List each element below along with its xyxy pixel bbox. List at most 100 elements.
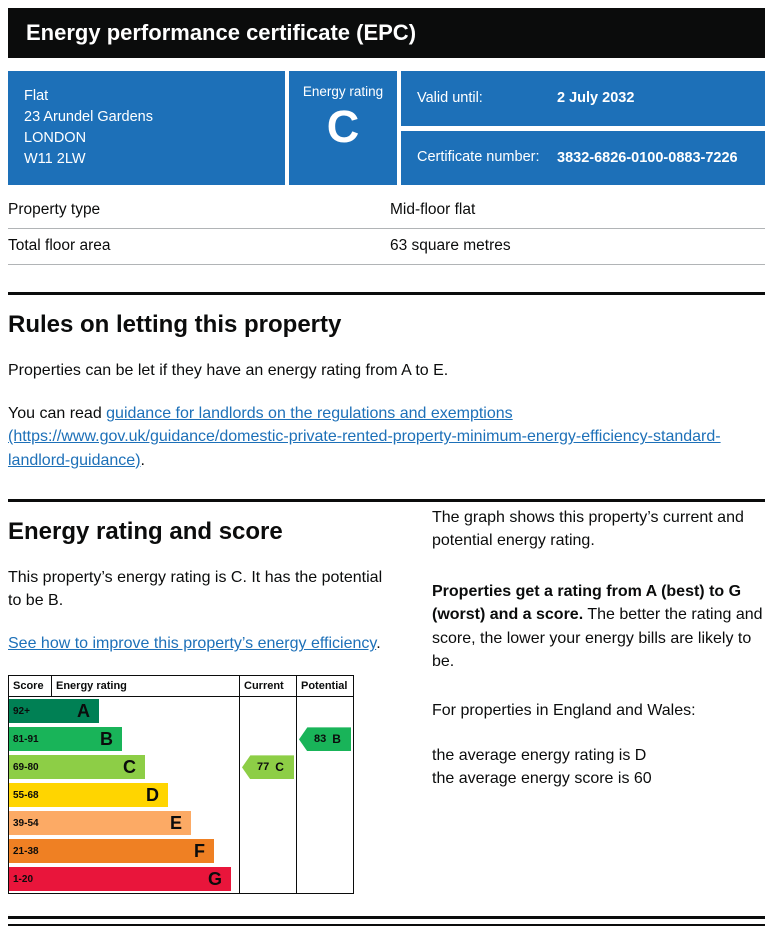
current-cell: 77 C xyxy=(239,753,296,782)
band-letter: A xyxy=(77,701,90,722)
divider-line xyxy=(8,924,765,927)
potential-cell xyxy=(296,753,353,782)
chart-row: 55-68 D xyxy=(9,781,353,810)
guidance-prefix: You can read xyxy=(8,405,107,423)
potential-cell xyxy=(296,809,353,838)
property-type-label: Property type xyxy=(8,201,101,219)
page-title: Energy performance certificate (EPC) xyxy=(8,8,765,58)
improve-paragraph: See how to improve this property’s energ… xyxy=(8,632,398,655)
section-divider xyxy=(8,292,765,296)
certificate-number-row: Certificate number: 3832-6826-0100-0883-… xyxy=(401,130,765,186)
rating-heading: Energy rating and score xyxy=(8,517,283,545)
improve-efficiency-link[interactable]: See how to improve this property’s energ… xyxy=(8,635,377,653)
band-score: 21-38 xyxy=(13,845,39,857)
band-f: 21-38 F xyxy=(9,839,214,864)
band-score: 39-54 xyxy=(13,817,39,829)
rules-paragraph: Properties can be let if they have an en… xyxy=(8,362,449,380)
rating-right-column: The graph shows this property’s current … xyxy=(432,502,765,895)
band-letter: D xyxy=(146,785,159,806)
band-score: 1-20 xyxy=(13,873,34,885)
band-letter: G xyxy=(207,869,222,890)
band-score: 92+ xyxy=(13,705,30,717)
chart-col-potential: Potential xyxy=(296,676,353,697)
chart-header: Score Energy rating Current Potential xyxy=(9,676,353,698)
property-details-table: Property type Mid-floor flat Total floor… xyxy=(8,193,765,266)
band-letter: C xyxy=(123,757,136,778)
current-cell xyxy=(239,809,296,838)
band-c: 69-80 C xyxy=(9,755,145,780)
chart-row: 1-20 G xyxy=(9,865,353,894)
energy-rating-label: Energy rating xyxy=(302,84,384,99)
current-cell xyxy=(239,697,296,726)
property-address: Flat 23 Arundel Gardens LONDON W11 2LW xyxy=(8,71,285,186)
band-score: 81-91 xyxy=(13,733,39,745)
table-row: Property type Mid-floor flat xyxy=(8,193,765,230)
average-score-line: the average energy score is 60 xyxy=(432,770,652,788)
valid-until-label: Valid until: xyxy=(417,89,483,106)
valid-until-row: Valid until: 2 July 2032 xyxy=(401,71,765,126)
improve-suffix: . xyxy=(376,635,381,653)
chart-col-score: Score xyxy=(9,676,52,697)
address-line-4: W11 2LW xyxy=(24,151,86,168)
address-line-3: LONDON xyxy=(24,130,87,147)
rating-intro: This property’s energy rating is C. It h… xyxy=(8,568,383,609)
band-a: 92+ A xyxy=(9,699,99,724)
potential-letter: B xyxy=(332,732,341,747)
graph-explainer: The graph shows this property’s current … xyxy=(432,508,744,549)
chart-row: 69-80 C 77 C xyxy=(9,753,353,782)
divider-line xyxy=(8,916,765,920)
rating-section: Energy rating and score This property’s … xyxy=(8,502,765,895)
floor-area-value: 63 square metres xyxy=(390,237,511,255)
epc-chart: Score Energy rating Current Potential 92… xyxy=(8,675,354,895)
average-rating-line: the average energy rating is D xyxy=(432,747,647,765)
address-line-1: Flat xyxy=(24,88,49,104)
table-row: Total floor area 63 square metres xyxy=(8,229,765,266)
potential-cell xyxy=(296,697,353,726)
current-cell xyxy=(239,837,296,866)
certificate-summary: Flat 23 Arundel Gardens LONDON W11 2LW E… xyxy=(8,71,765,186)
band-letter: B xyxy=(100,729,113,750)
current-letter: C xyxy=(275,760,284,775)
band-letter: E xyxy=(169,813,182,834)
floor-area-label: Total floor area xyxy=(8,237,111,255)
band-b: 81-91 B xyxy=(9,727,122,752)
potential-cell xyxy=(296,865,353,894)
current-cell xyxy=(239,725,296,754)
chart-row: 39-54 E xyxy=(9,809,353,838)
bottom-section-divider xyxy=(8,916,765,927)
band-score: 55-68 xyxy=(13,789,39,801)
averages-block: the average energy rating is D the avera… xyxy=(432,744,765,790)
rating-explainer-rest: The better the rating and score, the low… xyxy=(432,606,763,670)
current-cell xyxy=(239,865,296,894)
potential-cell xyxy=(296,837,353,866)
property-type-value: Mid-floor flat xyxy=(390,201,476,219)
certificate-number-label: Certificate number: xyxy=(417,149,540,166)
band-e: 39-54 E xyxy=(9,811,191,836)
band-g: 1-20 G xyxy=(9,867,231,892)
certificate-number-value: 3832-6826-0100-0883-7226 xyxy=(557,149,738,166)
energy-rating-letter: C xyxy=(326,101,360,152)
rules-guidance-paragraph: You can read guidance for landlords on t… xyxy=(8,402,765,472)
chart-row: 92+ A xyxy=(9,697,353,726)
current-rating-marker: 77 C xyxy=(242,755,294,780)
chart-col-rating: Energy rating xyxy=(56,680,127,693)
guidance-suffix: . xyxy=(140,451,145,469)
chart-row: 21-38 F xyxy=(9,837,353,866)
rating-left-column: Energy rating and score This property’s … xyxy=(8,502,398,895)
rules-heading: Rules on letting this property xyxy=(8,311,342,339)
potential-score: 83 xyxy=(314,733,327,746)
current-cell xyxy=(239,781,296,810)
certificate-meta: Valid until: 2 July 2032 Certificate num… xyxy=(401,71,765,186)
band-score: 69-80 xyxy=(13,761,39,773)
address-line-2: 23 Arundel Gardens xyxy=(24,109,153,126)
potential-cell xyxy=(296,781,353,810)
landlord-guidance-link[interactable]: guidance for landlords on the regulation… xyxy=(8,405,721,469)
band-letter: F xyxy=(194,841,205,862)
section-divider xyxy=(8,498,765,502)
energy-rating-box: Energy rating C xyxy=(289,71,397,186)
current-score: 77 xyxy=(257,761,270,774)
rating-explainer-bold: Properties get a rating from A (best) to… xyxy=(432,583,742,624)
chart-col-current: Current xyxy=(239,676,296,697)
valid-until-value: 2 July 2032 xyxy=(557,90,635,107)
